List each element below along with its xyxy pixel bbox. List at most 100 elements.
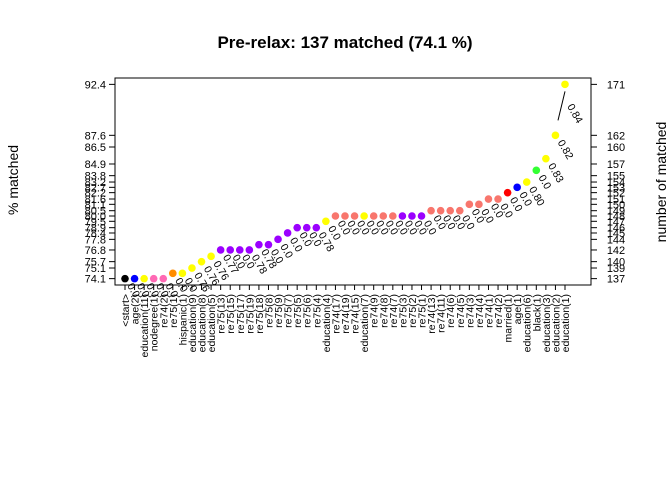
x-tick-label: education(5) <box>206 294 218 352</box>
left-tick-label: 77.8 <box>85 234 106 246</box>
data-point <box>389 212 397 220</box>
data-point <box>169 269 177 278</box>
x-tick-label: re75(1) <box>417 294 429 328</box>
right-tick-label: 162 <box>607 130 625 142</box>
plot-frame <box>114 77 592 286</box>
left-tick-label: 87.6 <box>85 130 106 142</box>
x-tick-label: age(1) <box>512 294 524 324</box>
right-tick-label: 148 <box>607 211 625 223</box>
x-tick-label: re75(8) <box>263 294 275 328</box>
left-tick-label: 75.7 <box>85 257 106 269</box>
right-tick-label: 151 <box>607 194 625 206</box>
data-point <box>274 235 282 244</box>
right-tick-label: 149 <box>607 206 625 218</box>
right-tick-label: 147 <box>607 216 625 228</box>
x-tick-label: re74(6) <box>445 294 457 328</box>
x-tick-label: education(11) <box>139 294 151 357</box>
right-tick-label: 157 <box>607 159 625 171</box>
x-tick-label: re74(9) <box>369 294 381 328</box>
x-tick-label: education(1) <box>560 294 572 352</box>
left-tick-label: 78.4 <box>85 228 106 240</box>
data-point <box>436 206 445 215</box>
x-tick-label: education(3) <box>541 294 553 352</box>
data-point <box>417 212 426 220</box>
left-tick-label: 80.0 <box>85 211 106 223</box>
data-point <box>322 217 330 226</box>
x-tick-label: re75(17) <box>235 294 247 334</box>
data-point <box>130 274 139 283</box>
x-tick-label: re74(11) <box>436 294 448 333</box>
label-leader-line <box>557 91 566 121</box>
right-tick-label: 152 <box>607 188 625 200</box>
right-tick-label: 137 <box>607 274 625 286</box>
data-point <box>159 274 168 283</box>
left-tick-label: 75.1 <box>85 263 106 275</box>
data-point <box>264 240 273 249</box>
x-tick-label: re75(6) <box>302 294 314 328</box>
data-point <box>207 252 215 261</box>
data-point <box>513 183 521 192</box>
right-tick-label: 171 <box>607 79 625 91</box>
data-point <box>398 212 407 220</box>
data-point <box>360 212 368 220</box>
x-tick-label: re74(2) <box>493 294 505 328</box>
x-tick-label: education(2) <box>550 294 562 352</box>
data-point <box>494 195 502 203</box>
point-value-label: 0.84 <box>564 102 585 126</box>
right-tick-label: 155 <box>607 171 625 183</box>
x-tick-label: re75(3) <box>397 294 409 328</box>
x-tick-label: re74(19) <box>340 294 352 334</box>
left-tick-label: 83.8 <box>85 171 106 183</box>
right-tick-label: 150 <box>607 199 625 211</box>
left-tick-label: 74.1 <box>85 274 106 286</box>
data-point <box>455 206 464 215</box>
data-point <box>503 188 512 197</box>
x-tick-label: re75(18) <box>254 294 266 334</box>
data-point <box>178 269 187 278</box>
data-point <box>331 212 340 220</box>
data-point <box>427 206 435 215</box>
left-tick-label: 82.2 <box>85 188 106 200</box>
x-tick-label: re74(7) <box>388 294 400 328</box>
x-tick-label: education(8) <box>197 294 209 352</box>
left-axis: 74.175.175.776.877.878.478.979.580.080.5… <box>85 79 115 286</box>
x-tick-label: hispanic(1) <box>177 294 189 345</box>
data-point <box>532 166 541 175</box>
data-point <box>542 154 550 163</box>
right-tick-label: 142 <box>607 245 625 257</box>
x-tick-label: re75(4) <box>311 294 323 328</box>
right-tick-label: 160 <box>607 142 625 154</box>
data-point <box>235 246 244 254</box>
data-point <box>255 240 263 249</box>
x-tick-label: re74(4) <box>474 294 486 328</box>
x-tick-label: re74(3) <box>464 294 476 328</box>
data-point <box>465 200 474 209</box>
left-tick-label: 78.9 <box>85 223 106 235</box>
y-axis-label-left: % matched <box>5 145 21 215</box>
left-tick-label: 82.7 <box>85 182 106 194</box>
x-tick-label: re74(13) <box>426 294 438 334</box>
data-point <box>522 178 531 186</box>
x-tick-label: re75(5) <box>292 294 304 328</box>
x-tick-label: re75(13) <box>216 294 228 334</box>
left-tick-label: 81.1 <box>85 199 106 211</box>
chart-title: Pre-relax: 137 matched (74.1 %) <box>217 33 472 52</box>
data-point <box>475 200 483 209</box>
data-point <box>341 212 349 220</box>
x-tick-label: married(1) <box>503 294 515 342</box>
data-point <box>561 80 569 89</box>
right-tick-label: 154 <box>607 177 625 189</box>
left-tick-label: 84.9 <box>85 159 106 171</box>
x-tick-label: re75(15) <box>225 294 237 334</box>
left-tick-label: 80.5 <box>85 206 106 218</box>
x-tick-label: re74(1) <box>483 294 495 328</box>
x-tick-label: re74(17) <box>330 294 342 334</box>
data-point <box>283 229 292 237</box>
left-tick-label: 76.8 <box>85 245 106 257</box>
x-tick-label: education(9) <box>187 294 199 352</box>
point-value-label: 0.82 <box>555 138 576 162</box>
points-layer <box>121 80 569 283</box>
left-tick-label: 81.6 <box>85 194 106 206</box>
data-point <box>312 223 321 232</box>
left-tick-label: 86.5 <box>85 142 106 154</box>
